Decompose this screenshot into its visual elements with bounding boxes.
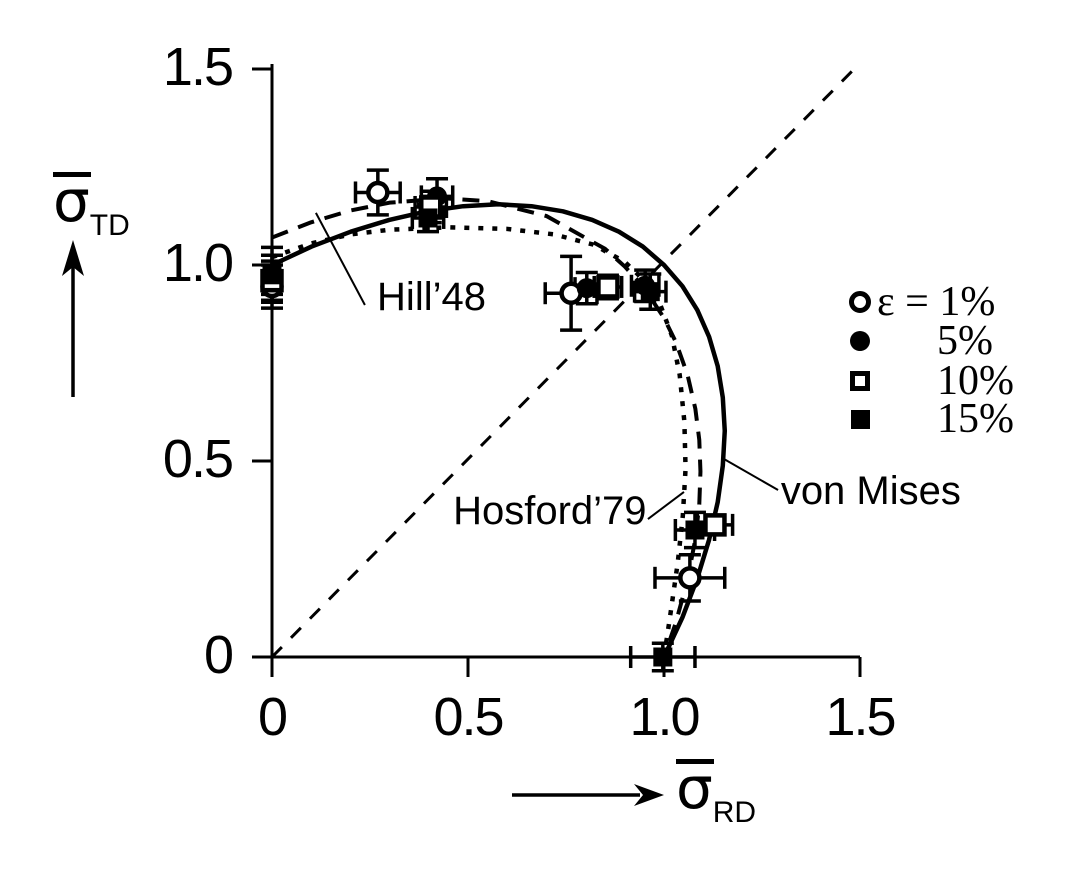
data-point-square-filled: [640, 282, 660, 302]
leader-line: [315, 212, 366, 306]
leader-line: [647, 491, 685, 520]
y-tick-label-0.5: 0.5: [162, 429, 234, 489]
x-tick-label-0.5: 0.5: [433, 687, 504, 747]
x-axis-label: σRD: [676, 759, 756, 842]
y-tick-label-1.0: 1.0: [162, 233, 234, 293]
x-tick-label-1.0: 1.0: [629, 687, 700, 747]
legend-label-1pct: ε = 1%: [877, 279, 996, 325]
legend-marker-square-filled: [851, 410, 870, 429]
curve-von-mises: [271, 201, 728, 658]
curve-label-hill48: Hill’48: [377, 275, 486, 320]
y-axis-label: σTD: [53, 172, 130, 255]
y-axis-sigma: σ: [53, 167, 90, 235]
legend-label-15pct: 15%: [937, 396, 1014, 442]
x-tick-label-1.5: 1.5: [825, 687, 896, 747]
y-axis-subscript: TD: [89, 209, 130, 242]
sigma-overbar: [676, 759, 714, 764]
data-point-circle-open: [366, 180, 390, 205]
curve-hosford-79: [271, 225, 688, 658]
x-axis-subscript: RD: [712, 796, 757, 829]
curve-hill-48: [271, 196, 703, 658]
sigma-overbar: [53, 172, 91, 177]
x-axis-arrow-head: [634, 784, 664, 806]
legend-marker-circle-filled: [850, 331, 870, 351]
data-point-square-filled: [685, 520, 705, 540]
legend-marker-circle-open: [849, 291, 871, 313]
legend-label-5pct: 5%: [937, 318, 993, 364]
equibiaxial-line: [270, 62, 862, 659]
data-point-circle-filled: [576, 278, 597, 299]
data-point-circle-open: [678, 566, 702, 590]
data-point-square-filled: [653, 647, 673, 667]
leader-line: [723, 458, 779, 491]
y-tick-label-1.5: 1.5: [162, 37, 234, 97]
x-axis-sigma: σ: [676, 754, 713, 822]
curve-label-von-mises: von Mises: [780, 469, 961, 514]
curve-label-hosford79: Hosford’79: [453, 489, 647, 534]
y-axis-arrow-head: [62, 240, 84, 276]
data-point-square-filled: [262, 265, 282, 285]
y-tick-label-0: 0: [203, 625, 234, 685]
x-tick-label-0: 0: [257, 687, 288, 747]
data-point-square-open: [596, 275, 620, 299]
data-point-square-filled: [418, 208, 438, 228]
legend-marker-square-open: [850, 371, 870, 391]
legend-label-10pct: 10%: [937, 358, 1014, 404]
data-point-square-open: [703, 513, 727, 537]
